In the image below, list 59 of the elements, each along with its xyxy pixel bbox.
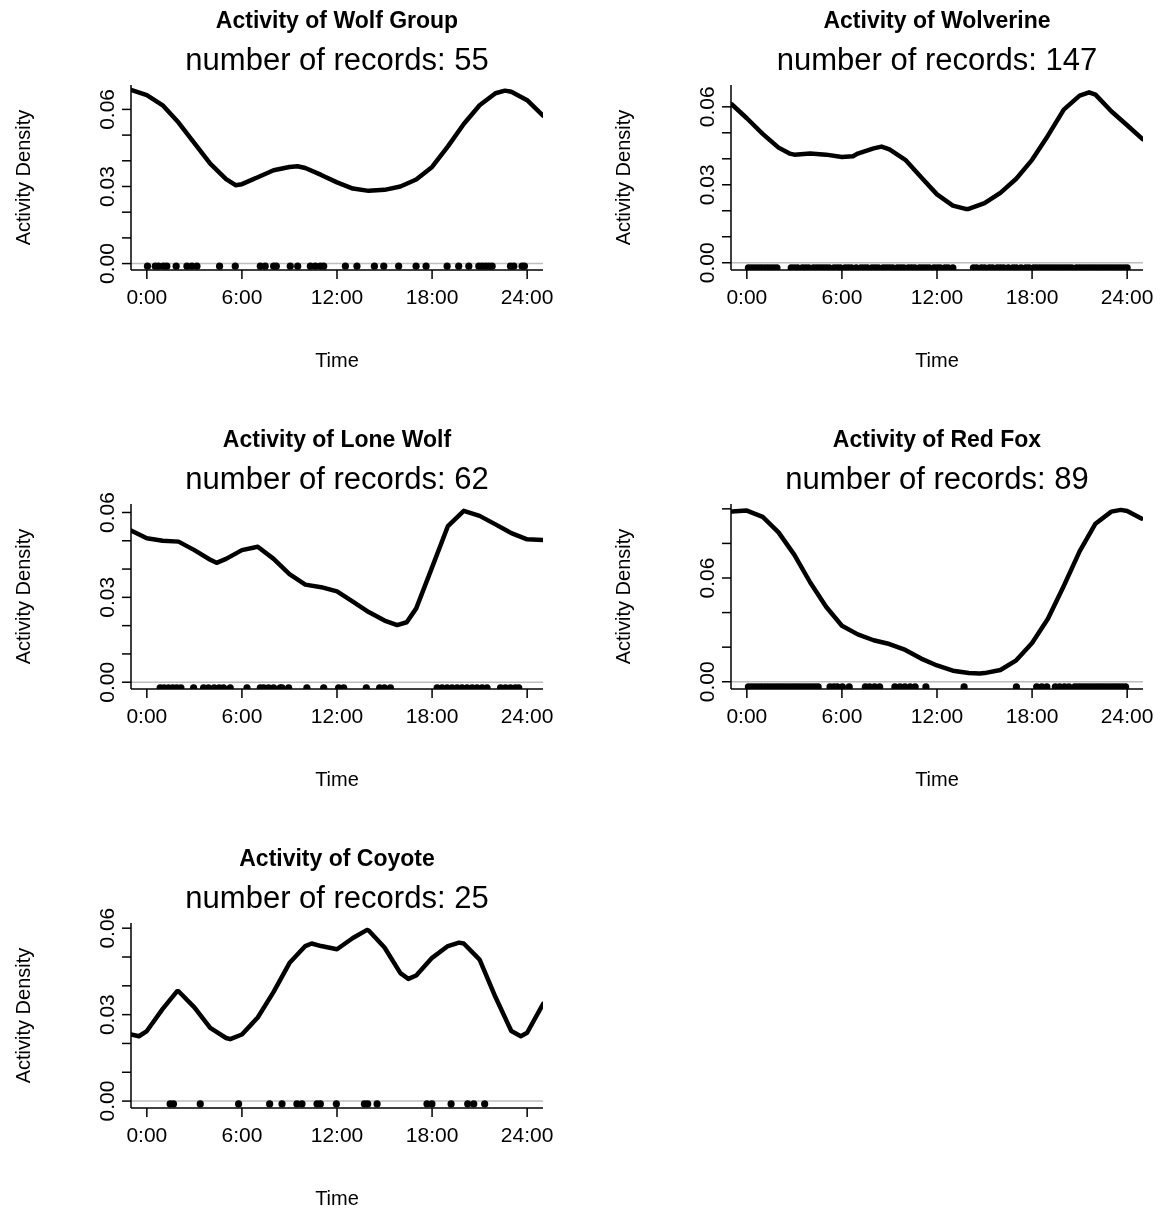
y-axis-title: Activity Density xyxy=(12,947,35,1084)
x-tick-label: 0:00 xyxy=(126,1122,168,1146)
chart-title: Activity of Wolverine xyxy=(822,6,1052,34)
x-axis-title: Time xyxy=(315,349,359,371)
chart-title: Activity of Wolf Group xyxy=(214,6,460,34)
x-tick-label: 18:00 xyxy=(1005,703,1059,727)
chart-subtitle: number of records: 89 xyxy=(784,461,1090,497)
x-tick-label: 6:00 xyxy=(821,284,863,308)
x-tick-label: 6:00 xyxy=(221,703,263,727)
x-tick-label: 18:00 xyxy=(405,1122,459,1146)
x-tick-label: 24:00 xyxy=(1100,284,1154,308)
x-tick-label: 24:00 xyxy=(1100,703,1154,727)
chart-title: Activity of Red Fox xyxy=(831,425,1043,453)
y-tick-label: 0.06 xyxy=(95,492,118,533)
chart-title: Activity of Coyote xyxy=(238,844,436,872)
x-tick-label: 18:00 xyxy=(405,703,459,727)
y-tick-label: 0.03 xyxy=(95,576,118,618)
x-axis-title: Time xyxy=(315,1187,359,1209)
x-tick-label: 6:00 xyxy=(221,1122,263,1146)
x-tick-label: 18:00 xyxy=(405,284,459,308)
y-axis-title: Activity Density xyxy=(12,109,35,246)
chart-subtitle: number of records: 62 xyxy=(185,461,489,496)
x-axis-title: Time xyxy=(315,768,359,790)
y-axis-title: Activity Density xyxy=(12,528,35,665)
y-tick-label: 0.03 xyxy=(95,994,118,1036)
chart-title: Activity of Lone Wolf xyxy=(221,425,453,453)
x-tick-label: 0:00 xyxy=(126,284,168,308)
x-tick-label: 24:00 xyxy=(500,703,554,727)
y-axis-title: Activity Density xyxy=(612,528,635,665)
x-tick-label: 12:00 xyxy=(910,284,964,308)
y-tick-label: 0.00 xyxy=(95,661,118,703)
x-tick-label: 12:00 xyxy=(310,703,364,727)
chart-subtitle: number of records: 147 xyxy=(775,42,1099,78)
y-tick-label: 0.00 xyxy=(695,242,718,284)
x-tick-label: 12:00 xyxy=(310,284,364,308)
y-tick-label: 0.06 xyxy=(695,86,718,128)
x-tick-label: 0:00 xyxy=(726,284,768,308)
y-tick-label: 0.00 xyxy=(95,243,118,285)
x-tick-label: 0:00 xyxy=(726,703,768,727)
y-tick-label: 0.03 xyxy=(95,166,118,207)
x-tick-label: 12:00 xyxy=(910,703,964,727)
y-tick-label: 0.03 xyxy=(695,164,718,206)
x-tick-label: 18:00 xyxy=(1005,284,1059,308)
y-axis-title: Activity Density xyxy=(612,109,635,246)
x-axis-title: Time xyxy=(915,768,959,790)
y-tick-label: 0.06 xyxy=(95,907,118,949)
chart-subtitle: number of records: 55 xyxy=(184,42,490,78)
x-tick-label: 6:00 xyxy=(221,284,263,308)
x-axis-title: Time xyxy=(915,349,959,371)
x-tick-label: 12:00 xyxy=(310,1122,364,1146)
y-tick-label: 0.00 xyxy=(95,1080,118,1122)
x-tick-label: 24:00 xyxy=(500,1122,554,1146)
y-tick-label: 0.06 xyxy=(95,88,118,130)
x-tick-label: 0:00 xyxy=(126,703,168,727)
chart-subtitle: number of records: 25 xyxy=(185,880,489,915)
y-tick-label: 0.00 xyxy=(695,661,718,703)
y-tick-label: 0.06 xyxy=(695,557,718,599)
x-tick-label: 6:00 xyxy=(821,703,863,727)
x-tick-label: 24:00 xyxy=(500,284,554,308)
